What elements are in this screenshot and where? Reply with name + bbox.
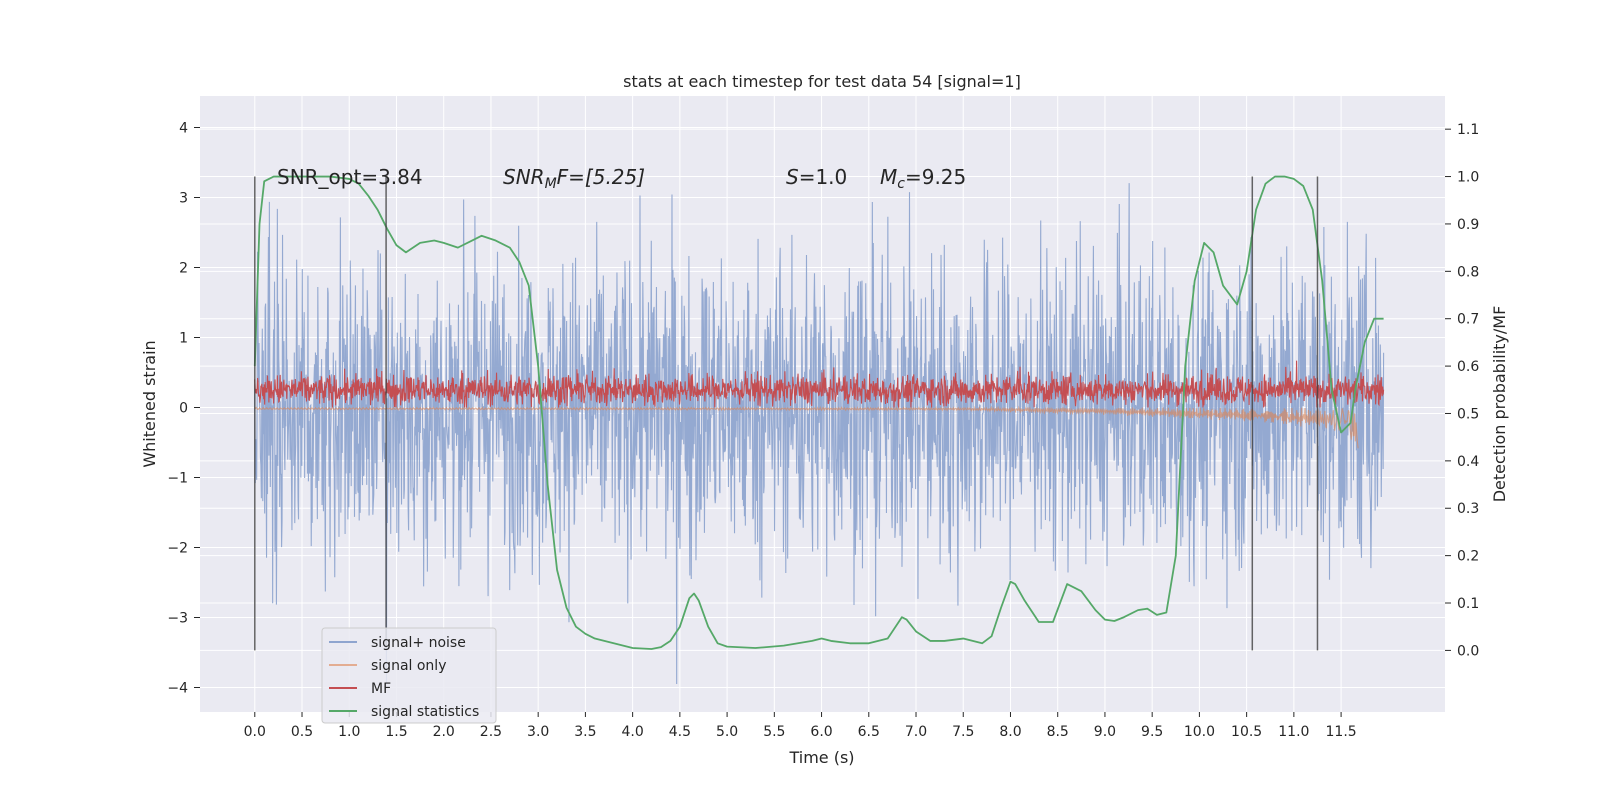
x-tick-label: 0.5	[291, 724, 313, 740]
vertical-markers	[254, 176, 1319, 651]
legend-box	[321, 627, 497, 724]
x-tick-label: 3.5	[574, 724, 596, 740]
y-left-tick-label: 0	[179, 401, 188, 417]
y-right-tick-label: 0.0	[1457, 643, 1479, 659]
y-left-tick-label: −4	[167, 681, 188, 697]
y-right-tick-label: 0.8	[1457, 264, 1479, 280]
x-tick-label: 9.0	[1094, 724, 1116, 740]
x-tick-label: 6.5	[858, 724, 880, 740]
x-tick-label: 5.5	[763, 724, 785, 740]
x-tick-label: 4.0	[621, 724, 643, 740]
y-right-tick-label: 0.1	[1457, 596, 1479, 612]
y-left-tick-label: 1	[179, 331, 188, 347]
x-tick-label: 7.5	[952, 724, 974, 740]
annotation-snr-opt: SNR_opt=3.84	[277, 165, 423, 189]
y-right-tick-label: 1.1	[1457, 122, 1479, 138]
y-left-tick-label: −3	[167, 611, 188, 627]
x-tick-label: 4.5	[669, 724, 691, 740]
x-tick-label: 8.5	[1047, 724, 1069, 740]
y-right-axis-ticks: 1.1 1.0 0.9 0.8 0.7 0.6 0.5 0.4 0.3 0.2 0.1 0.0	[1445, 122, 1479, 659]
snr-mf-value: F=[5.25]	[557, 165, 645, 189]
x-tick-label: 8.0	[999, 724, 1021, 740]
annotation-snr-mf: SNRMF=[5.25]	[503, 165, 645, 192]
legend-label-mf: MF	[371, 681, 391, 697]
y-right-tick-label: 0.5	[1457, 406, 1479, 422]
chart-title: stats at each timestep for test data 54 …	[623, 72, 1021, 91]
y-right-tick-label: 0.7	[1457, 312, 1479, 328]
x-tick-label: 2.0	[433, 724, 455, 740]
x-tick-label: 9.5	[1141, 724, 1163, 740]
series-mf	[254, 360, 1385, 408]
s-value: =1.0	[799, 165, 848, 189]
legend-label-statistics: signal statistics	[371, 704, 479, 720]
y-right-tick-label: 1.0	[1457, 170, 1479, 186]
x-tick-label: 7.0	[905, 724, 927, 740]
series-layer	[253, 175, 1385, 685]
annotation-mc: Mc=9.25	[880, 165, 966, 192]
x-axis-ticks: 0.0 0.5 1.0 1.5 2.0 2.5 3.0 3.5 4.0 4.5 5.0 5.5 6.0 6…	[244, 712, 1357, 740]
x-tick-label: 1.5	[385, 724, 407, 740]
y-left-axis-ticks: 4 3 2 1 0 −1 −2 −3 −4	[167, 121, 200, 697]
mc-value: =9.25	[905, 165, 966, 189]
legend-label-signal-only: signal only	[371, 658, 446, 674]
snr-mf-symbol: SNR	[503, 165, 545, 189]
y-left-tick-label: −1	[167, 471, 188, 487]
x-tick-label: 11.5	[1326, 724, 1357, 740]
y-right-tick-label: 0.9	[1457, 217, 1479, 233]
annotation-s: S=1.0	[786, 165, 847, 189]
mc-subscript: c	[897, 176, 905, 192]
y-left-tick-label: 2	[179, 261, 188, 277]
y-right-axis-title: Detection probability/MF	[1490, 306, 1509, 503]
y-right-tick-label: 0.4	[1457, 454, 1479, 470]
x-tick-label: 10.5	[1231, 724, 1262, 740]
snr-mf-subscript: M	[545, 176, 557, 192]
series-signal-statistics	[253, 175, 1384, 650]
x-tick-label: 3.0	[527, 724, 549, 740]
x-tick-label: 1.0	[338, 724, 360, 740]
x-tick-label: 0.0	[244, 724, 266, 740]
x-tick-label: 11.0	[1278, 724, 1309, 740]
legend-label-signal-noise: signal+ noise	[371, 635, 466, 651]
legend: signal+ noise signal only MF signal stat…	[321, 627, 497, 724]
y-left-tick-label: 4	[179, 121, 188, 137]
y-left-tick-label: 3	[179, 191, 188, 207]
y-right-tick-label: 0.2	[1457, 549, 1479, 565]
series-signal-only	[254, 405, 1359, 449]
y-left-axis-title: Whitened strain	[140, 340, 159, 467]
mc-symbol: M	[880, 165, 897, 189]
x-tick-label: 5.0	[716, 724, 738, 740]
x-tick-label: 10.0	[1184, 724, 1215, 740]
y-right-tick-label: 0.6	[1457, 359, 1479, 375]
y-right-tick-label: 0.3	[1457, 501, 1479, 517]
y-left-tick-label: −2	[167, 541, 188, 557]
s-symbol: S	[786, 165, 799, 189]
x-tick-label: 2.5	[480, 724, 502, 740]
x-axis-title: Time (s)	[788, 748, 854, 767]
x-tick-label: 6.0	[810, 724, 832, 740]
